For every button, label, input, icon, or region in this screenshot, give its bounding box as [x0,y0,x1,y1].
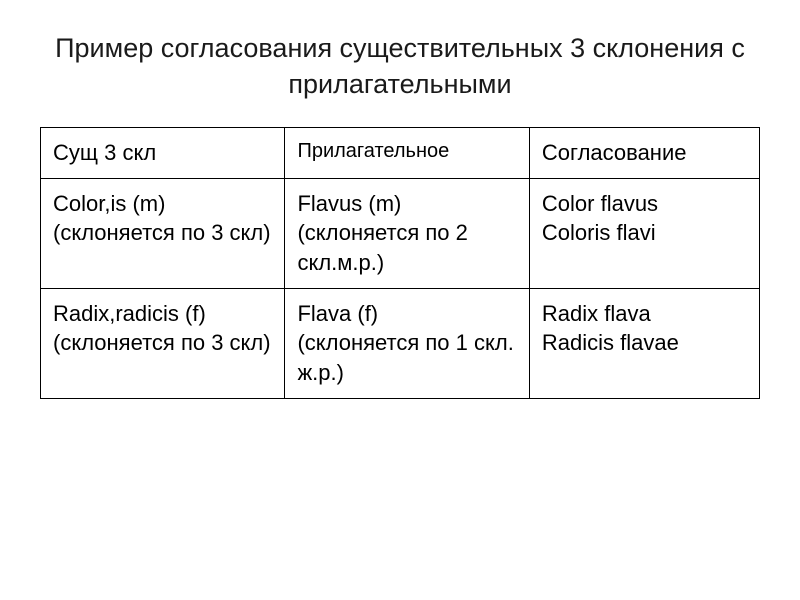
declension-table: Сущ 3 скл Прилагательное Согласование Co… [40,127,760,399]
table-row: Radix,radicis (f) (склоняется по 3 скл) … [41,288,760,398]
adj-decl: (склоняется по 1 скл. ж.р.) [297,328,516,387]
noun-cell: Radix,radicis (f) (склоняется по 3 скл) [41,288,285,398]
page-title: Пример согласования существительных 3 ск… [40,30,760,103]
agree-gen: Radicis flavae [542,328,747,358]
table-header-row: Сущ 3 скл Прилагательное Согласование [41,127,760,178]
adj-decl: (склоняется по 2 скл.м.р.) [297,218,516,277]
adj-cell: Flavus (m) (склоняется по 2 скл.м.р.) [285,178,529,288]
header-adjective: Прилагательное [285,127,529,178]
adj-cell: Flava (f) (склоняется по 1 скл. ж.р.) [285,288,529,398]
header-noun: Сущ 3 скл [41,127,285,178]
header-agreement: Согласование [529,127,759,178]
adj-text: Flava (f) [297,299,516,329]
noun-text: Color,is (m) [53,189,272,219]
agree-cell: Color flavus Coloris flavi [529,178,759,288]
agree-cell: Radix flava Radicis flavae [529,288,759,398]
noun-decl: (склоняется по 3 скл) [53,218,272,248]
agree-nom: Color flavus [542,189,747,219]
table-row: Color,is (m) (склоняется по 3 скл) Flavu… [41,178,760,288]
noun-text: Radix,radicis (f) [53,299,272,329]
noun-cell: Color,is (m) (склоняется по 3 скл) [41,178,285,288]
noun-decl: (склоняется по 3 скл) [53,328,272,358]
adj-text: Flavus (m) [297,189,516,219]
agree-gen: Coloris flavi [542,218,747,248]
agree-nom: Radix flava [542,299,747,329]
